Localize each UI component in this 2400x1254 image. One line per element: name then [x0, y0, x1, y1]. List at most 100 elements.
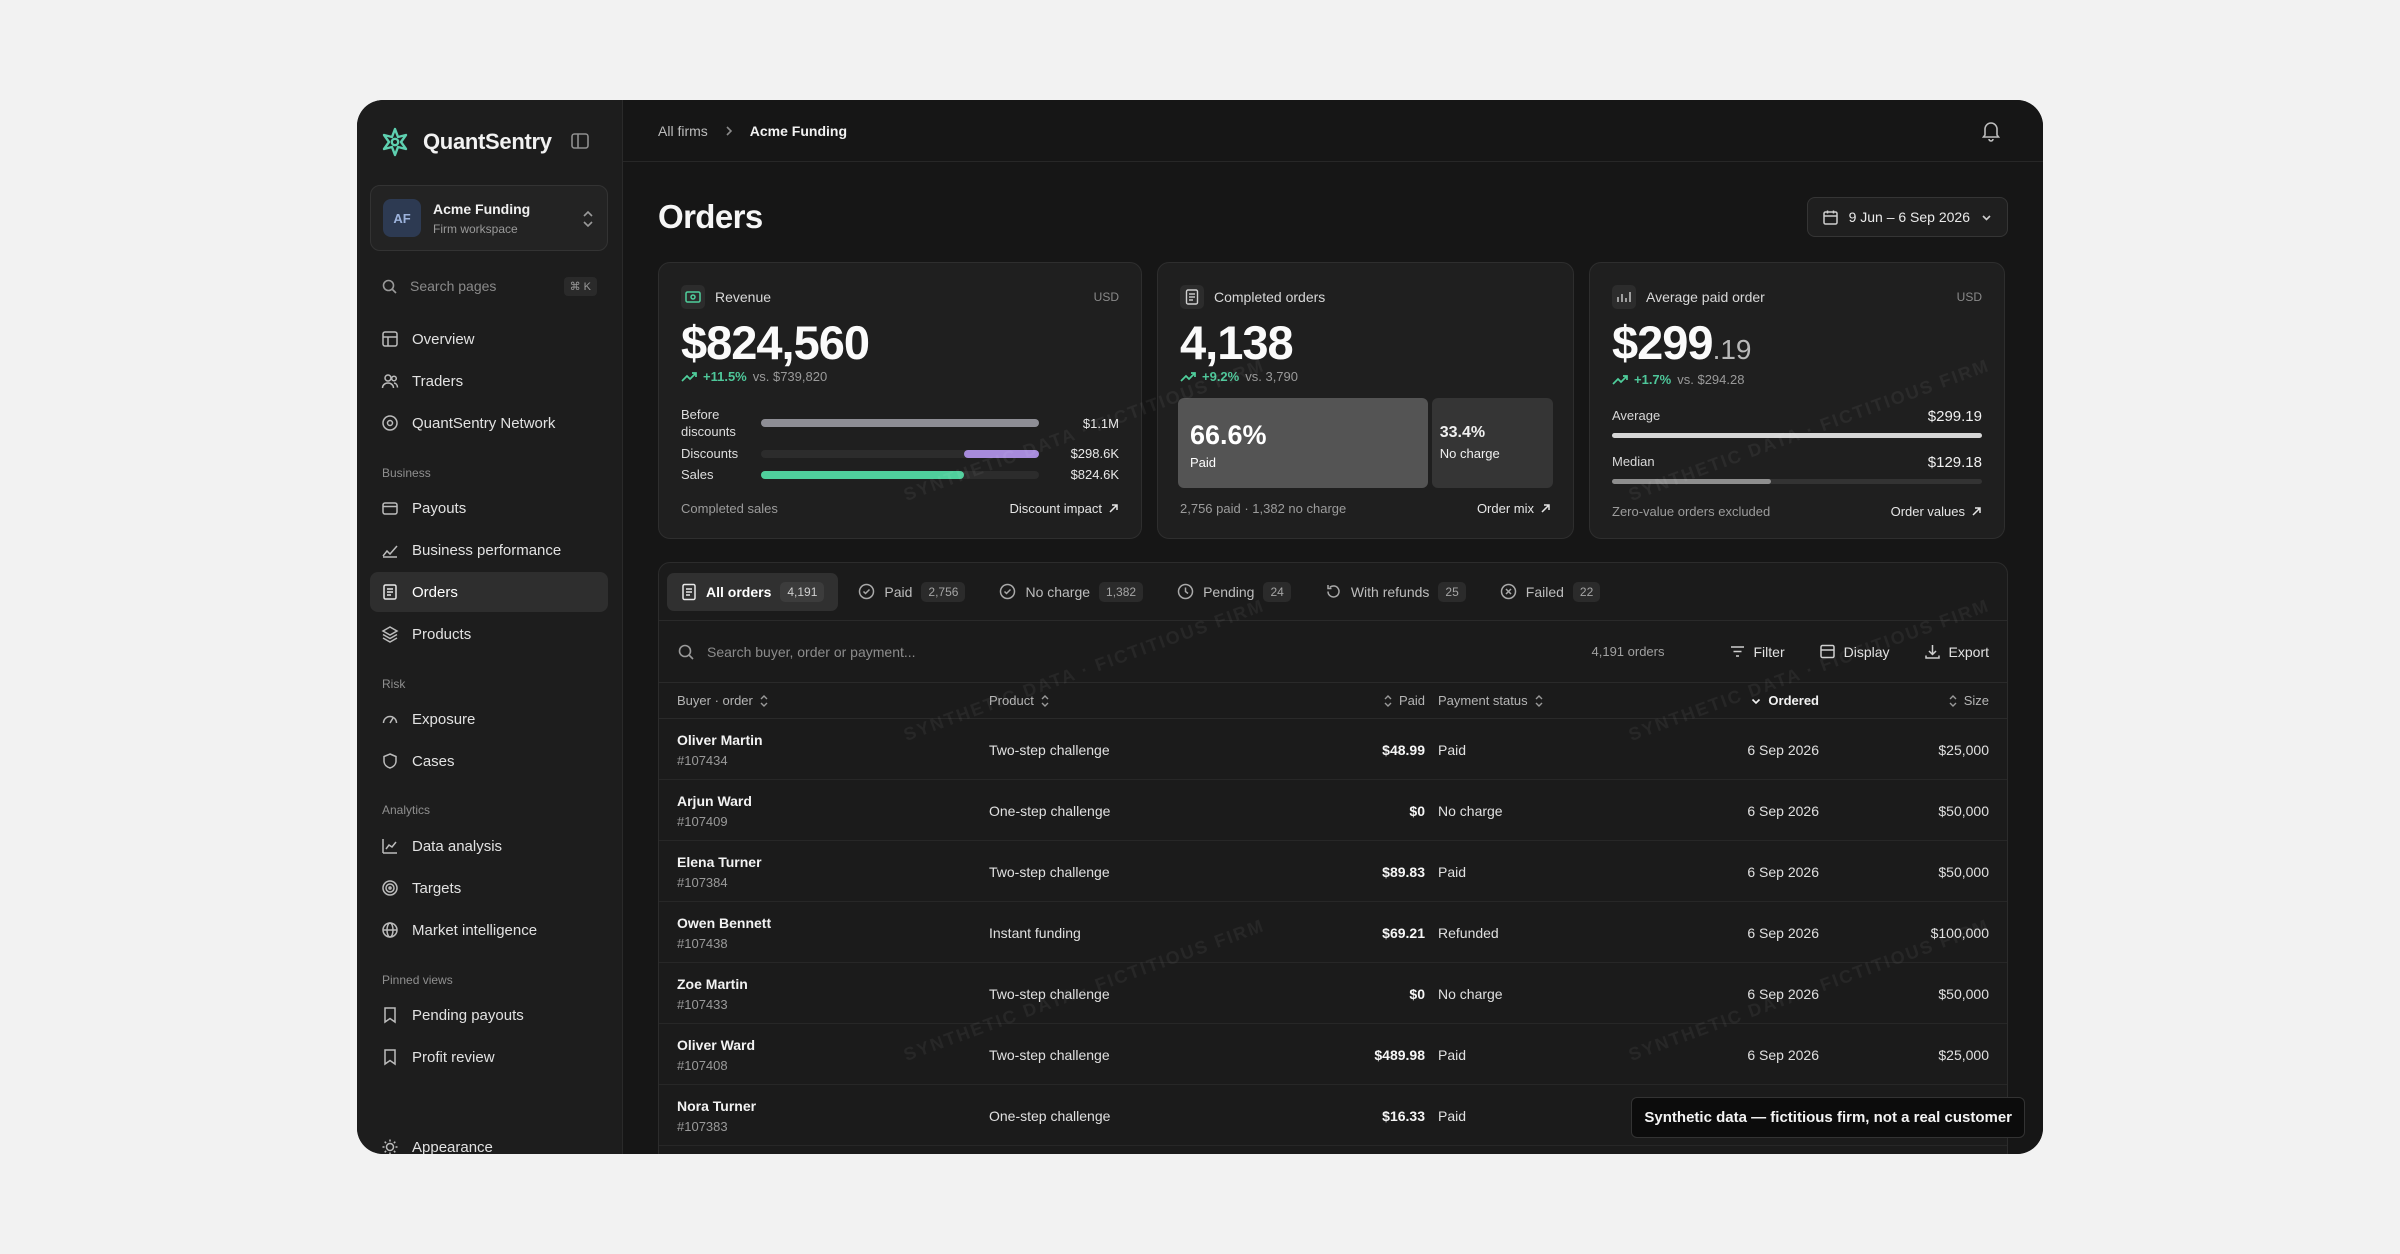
buyer-name[interactable]: Oliver Ward [677, 1036, 756, 1053]
col-paid[interactable]: Paid [1383, 693, 1425, 708]
buyer-name[interactable]: Owen Bennett [677, 914, 772, 931]
cell-product: One-step challenge [989, 802, 1111, 819]
cell-product: Two-step challenge [989, 985, 1110, 1002]
receipt-icon [682, 583, 696, 600]
tab-pending[interactable]: Pending 24 [1163, 573, 1305, 611]
buyer-name[interactable]: Zoe Martin [677, 975, 748, 992]
card-title: Completed orders [1214, 289, 1326, 305]
order-search-input[interactable]: Search buyer, order or payment... [677, 643, 1580, 661]
chevron-updown-icon [583, 210, 593, 228]
sidebar-item-business-performance[interactable]: Business performance [370, 530, 608, 570]
cell-size: $25,000 [1938, 1046, 1989, 1063]
chart-icon [382, 545, 398, 558]
sidebar-item-cases[interactable]: Cases [370, 741, 608, 781]
card-foot-note: 2,756 paid · 1,382 no charge [1180, 501, 1347, 516]
mix-nocharge-segment[interactable]: 33.4% No charge [1431, 398, 1553, 488]
sidebar-toggle-icon[interactable] [569, 130, 591, 152]
col-ordered[interactable]: Ordered [1750, 693, 1819, 708]
sidebar-item-label: Targets [412, 879, 462, 897]
workspace-switcher[interactable]: AF Acme Funding Firm workspace [370, 185, 608, 251]
tab-paid[interactable]: Paid 2,756 [844, 573, 979, 611]
cell-product: Instant funding [989, 924, 1081, 941]
sidebar-item-traders[interactable]: Traders [370, 361, 608, 401]
tab-all-orders[interactable]: All orders 4,191 [667, 572, 839, 611]
card-title: Average paid order [1646, 289, 1765, 305]
average-paid-order-card: Average paid order USD $299.19 +1.7% vs.… [1589, 262, 2005, 539]
cell-buyer: Nora Turner #107383 [677, 1085, 756, 1146]
median-label: Median [1612, 454, 1655, 469]
cell-payment-status: No charge [1438, 802, 1503, 819]
tab-label: Pending [1203, 583, 1255, 600]
sidebar-item-exposure[interactable]: Exposure [370, 699, 608, 739]
sidebar-item-market-intelligence[interactable]: Market intelligence [370, 910, 608, 950]
table-row[interactable]: Zoe Martin #107433 Two-step challenge $0 No … [659, 963, 2007, 1024]
tab-no-charge[interactable]: No charge 1,382 [985, 573, 1157, 611]
order-mix-link[interactable]: Order mix [1477, 501, 1551, 516]
col-buyer-order[interactable]: Buyer · order [677, 693, 769, 708]
sun-icon [382, 1139, 398, 1154]
table-row[interactable]: Oliver Martin #107434 Two-step challenge $4… [659, 719, 2007, 780]
layout-icon [382, 331, 398, 347]
table-header: Buyer · order Product Paid Payment statu… [659, 683, 2007, 719]
delta-percent: +11.5% [703, 369, 747, 384]
col-payment-status[interactable]: Payment status [1438, 693, 1544, 708]
sidebar-item-targets[interactable]: Targets [370, 868, 608, 908]
tab-with-refunds[interactable]: With refunds 25 [1311, 573, 1480, 611]
sidebar-item-overview[interactable]: Overview [370, 319, 608, 359]
col-label: Product [989, 693, 1034, 708]
tab-count: 24 [1263, 581, 1291, 602]
order-id: #107384 [677, 874, 728, 890]
order-search-placeholder: Search buyer, order or payment... [707, 643, 916, 660]
buyer-name[interactable]: Arjun Ward [677, 792, 752, 809]
sidebar-item-data-analysis[interactable]: Data analysis [370, 826, 608, 866]
breadcrumb-root[interactable]: All firms [658, 122, 708, 139]
buyer-name[interactable]: Nora Turner [677, 1097, 757, 1114]
order-tabs: All orders 4,191 Paid 2,756 No charge 1,… [659, 563, 2007, 621]
brand[interactable]: QuantSentry [379, 122, 552, 162]
mix-nocharge-label: No charge [1439, 446, 1500, 461]
date-range-picker[interactable]: 9 Jun – 6 Sep 2026 [1806, 197, 2008, 237]
sidebar-item-payouts[interactable]: Payouts [370, 488, 608, 528]
export-button[interactable]: Export [1924, 643, 1989, 660]
delta-compare: vs. $739,820 [752, 369, 828, 384]
bell-icon[interactable] [1981, 120, 2001, 142]
sidebar-item-label: Appearance [412, 1138, 493, 1155]
sidebar-item-pending-payouts[interactable]: Pending payouts [370, 995, 608, 1035]
mix-nocharge-percent: 33.4% [1439, 424, 1486, 441]
sidebar-item-orders[interactable]: Orders [370, 572, 608, 612]
link-label: Order values [1890, 504, 1965, 519]
sidebar-item-appearance[interactable]: Appearance [370, 1127, 608, 1154]
sidebar-item-products[interactable]: Products [370, 614, 608, 654]
col-product[interactable]: Product [989, 693, 1050, 708]
display-button[interactable]: Display [1819, 643, 1890, 660]
cell-size: $25,000 [1938, 741, 1989, 758]
cell-payment-status: Refunded [1438, 924, 1499, 941]
table-row[interactable]: Owen Bennett #107438 Instant funding $69.21… [659, 902, 2007, 963]
table-row[interactable]: Oliver Ward #107408 Two-step challenge $489… [659, 1024, 2007, 1085]
tab-label: Failed [1525, 583, 1564, 600]
col-size[interactable]: Size [1948, 693, 1989, 708]
tab-label: All orders [706, 583, 772, 600]
synthetic-data-notice: Synthetic data — fictitious firm, not a … [1631, 1097, 2025, 1138]
mix-paid-segment[interactable]: 66.6% Paid [1178, 398, 1428, 488]
table-row[interactable]: Arjun Ward #107409 One-step challenge $0 No … [659, 780, 2007, 841]
table-row[interactable]: Elena Turner #107384 Two-step challenge $89… [659, 841, 2007, 902]
sidebar-item-profit-review[interactable]: Profit review [370, 1037, 608, 1077]
refund-icon [1327, 585, 1340, 598]
display-label: Display [1843, 643, 1890, 660]
buyer-name[interactable]: Elena Turner [677, 853, 762, 870]
sidebar-item-network[interactable]: QuantSentry Network [370, 403, 608, 443]
brand-name: QuantSentry [423, 129, 552, 154]
bar-fill [761, 470, 964, 479]
completed-orders-card: Completed orders 4,138 +9.2% vs. 3,790 6… [1157, 262, 1574, 539]
search-icon [678, 644, 694, 660]
buyer-name[interactable]: Oliver Martin [677, 731, 763, 748]
order-values-link[interactable]: Order values [1891, 504, 1982, 519]
filter-button[interactable]: Filter [1729, 643, 1785, 660]
bar-fill [761, 419, 1039, 427]
tab-failed[interactable]: Failed 22 [1486, 573, 1615, 611]
arrow-up-right-icon [1109, 504, 1118, 513]
check-circle-icon [1000, 583, 1016, 600]
discount-impact-link[interactable]: Discount impact [1010, 501, 1119, 516]
search-pages[interactable]: Search pages ⌘ K [370, 270, 608, 302]
